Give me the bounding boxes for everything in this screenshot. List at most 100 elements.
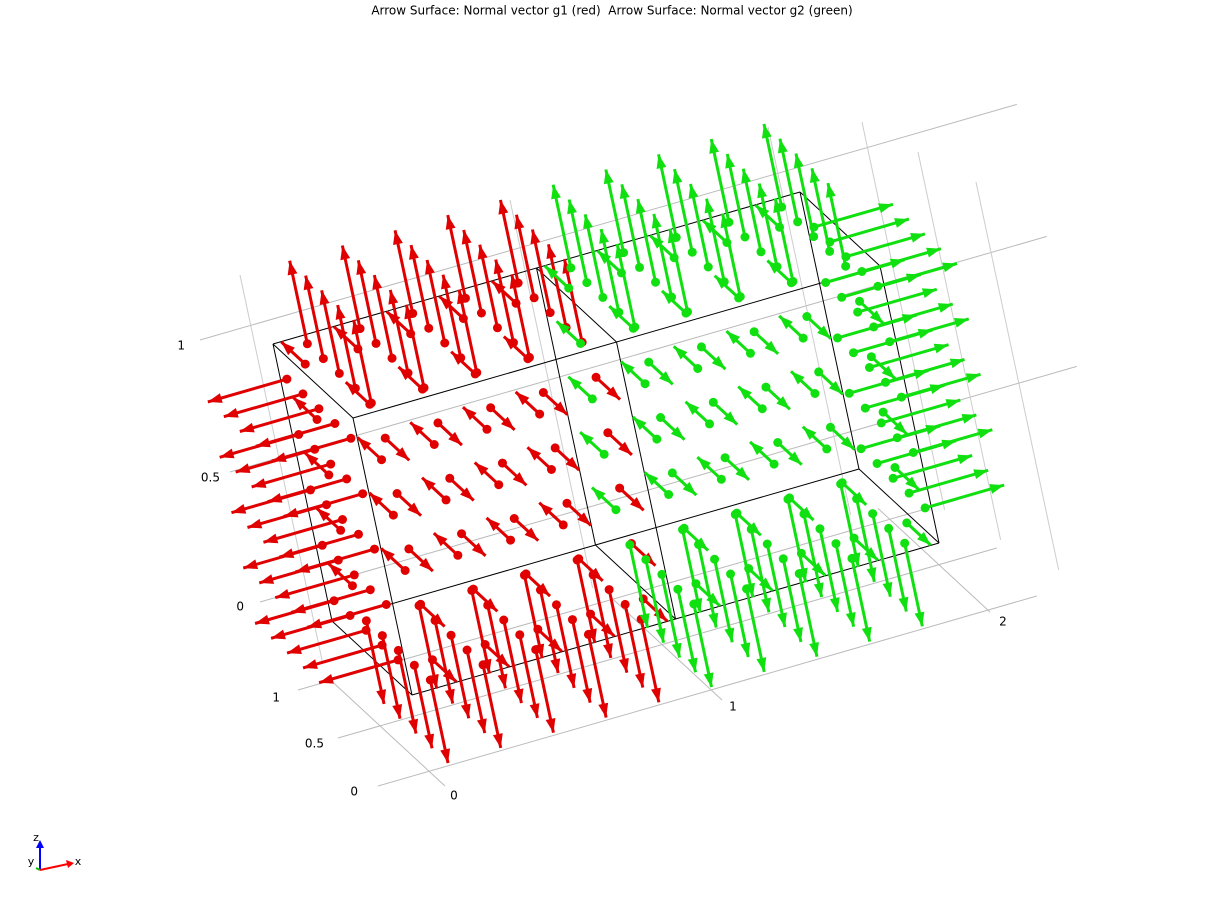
arrow-head bbox=[606, 386, 621, 400]
arrow-head bbox=[761, 597, 771, 613]
arrow-head bbox=[869, 310, 884, 324]
arrow-shaft bbox=[794, 153, 816, 237]
grid-line bbox=[297, 499, 957, 691]
arrow-shaft bbox=[446, 214, 467, 299]
arrow-head bbox=[917, 328, 933, 339]
arrow-head bbox=[451, 351, 465, 365]
arrow-shaft bbox=[599, 228, 621, 313]
arrow-head bbox=[692, 597, 703, 613]
arrow-head bbox=[671, 642, 682, 658]
arrow-head bbox=[275, 589, 291, 599]
arrow-head bbox=[235, 463, 251, 474]
arrow-head bbox=[957, 454, 973, 465]
x-tick-label: 2 bbox=[999, 615, 1007, 629]
arrows bbox=[207, 123, 1005, 764]
grid-line bbox=[609, 596, 723, 701]
x-tick-label: 0 bbox=[450, 789, 458, 803]
arrow-head bbox=[534, 643, 545, 659]
arrow-head bbox=[942, 262, 957, 273]
arrow-head bbox=[243, 559, 259, 570]
arrow-shaft bbox=[903, 542, 924, 627]
arrow-shaft bbox=[340, 245, 362, 329]
arrow-shaft bbox=[797, 573, 819, 658]
arrow-head bbox=[706, 592, 720, 606]
grid-line bbox=[509, 199, 594, 588]
arrow-head bbox=[419, 557, 433, 572]
arrow-head bbox=[889, 258, 905, 269]
arrow-shaft bbox=[425, 259, 447, 344]
arrow-head bbox=[207, 393, 223, 403]
arrow-head bbox=[271, 629, 286, 640]
arrow-head bbox=[881, 365, 896, 379]
arrow-head bbox=[476, 718, 487, 734]
arrow-head bbox=[512, 472, 527, 486]
z-tick-label: 0 bbox=[236, 600, 244, 614]
arrow-shaft bbox=[457, 289, 479, 373]
arrow-head bbox=[247, 518, 263, 529]
arrow-head bbox=[878, 203, 893, 213]
arrow-head bbox=[973, 469, 989, 479]
arrow-shaft bbox=[586, 634, 608, 718]
arrow-head bbox=[864, 547, 879, 561]
arrow-head bbox=[293, 397, 307, 411]
grid-line bbox=[199, 103, 1017, 341]
arrow-head bbox=[498, 199, 509, 215]
arrow-shaft bbox=[639, 618, 661, 703]
arrow-head bbox=[750, 441, 764, 456]
arrow-shaft bbox=[721, 213, 742, 297]
arrow-shaft bbox=[320, 289, 341, 374]
arrow-head bbox=[913, 369, 929, 380]
triad-y bbox=[35, 867, 41, 871]
arrow-head bbox=[618, 441, 632, 455]
arrow-head bbox=[340, 245, 351, 261]
arrow-shaft bbox=[388, 289, 410, 374]
arrow-head bbox=[764, 340, 779, 354]
arrow-head bbox=[829, 597, 840, 612]
arrow-shaft bbox=[538, 589, 560, 674]
x-tick-label: 1 bbox=[729, 700, 737, 714]
arrow-head bbox=[635, 199, 646, 214]
arrow-head bbox=[635, 672, 645, 688]
arrow-head bbox=[811, 562, 826, 576]
arrow-head bbox=[460, 487, 474, 501]
arrow-head bbox=[661, 290, 676, 305]
arrow-head bbox=[445, 215, 456, 230]
arrow-shaft bbox=[546, 243, 568, 328]
arrow-shaft bbox=[657, 153, 678, 238]
arrow-head bbox=[231, 504, 247, 514]
arrow-head bbox=[894, 218, 909, 228]
arrow-head bbox=[441, 274, 451, 290]
arrow-head bbox=[724, 627, 735, 643]
arrow-head bbox=[409, 245, 419, 260]
arrow-shaft bbox=[887, 528, 908, 612]
arrow-head bbox=[239, 422, 255, 433]
arrow-shaft bbox=[839, 483, 860, 568]
arrow-head bbox=[817, 325, 831, 339]
arrow-head bbox=[513, 688, 524, 704]
arrow-head bbox=[422, 477, 436, 491]
arrow-head bbox=[546, 244, 557, 260]
arrow-head bbox=[651, 687, 661, 703]
arrow-shaft bbox=[288, 260, 309, 345]
arrow-head bbox=[527, 447, 542, 461]
arrow-head bbox=[553, 401, 568, 415]
arrow-head bbox=[425, 259, 435, 275]
arrow-head bbox=[933, 343, 949, 354]
arrow-head bbox=[599, 229, 609, 244]
axis-triad: z y x bbox=[28, 831, 82, 871]
arrow-shaft bbox=[729, 573, 750, 658]
arrow-head bbox=[591, 487, 606, 501]
arrow-head bbox=[650, 235, 664, 249]
triad-label: x bbox=[75, 855, 82, 868]
arrow-head bbox=[659, 371, 673, 385]
arrow-shaft bbox=[673, 168, 694, 253]
arrow-head bbox=[319, 674, 334, 684]
arrow-shaft bbox=[725, 153, 747, 238]
arrow-head bbox=[550, 658, 561, 674]
arrow-head bbox=[866, 567, 877, 582]
arrow-head bbox=[651, 213, 662, 229]
arrow-head bbox=[493, 259, 504, 275]
triad-z-head bbox=[36, 840, 44, 848]
arrow-shaft bbox=[773, 197, 795, 282]
arrow-head bbox=[568, 376, 583, 390]
